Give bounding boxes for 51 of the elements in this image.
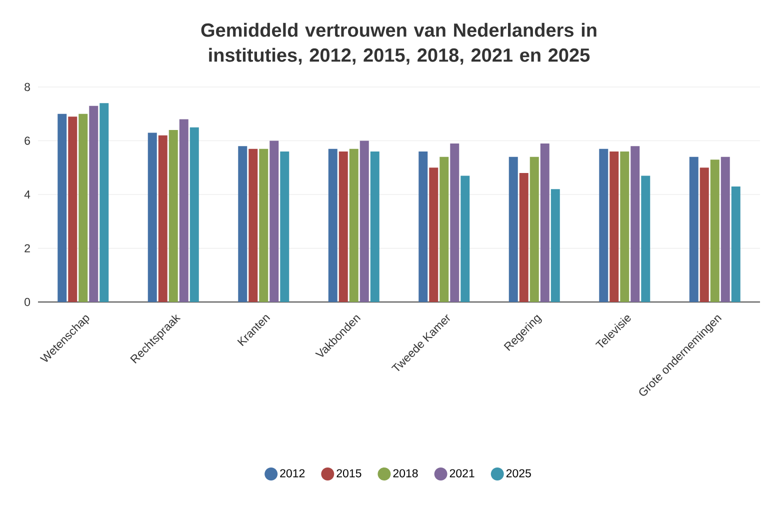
y-tick-label: 4 (24, 190, 30, 198)
bar (68, 116, 78, 302)
bar (168, 130, 178, 302)
bar (440, 156, 449, 302)
y-tick-label: 6 (24, 136, 30, 145)
chart-title: Gemiddeld vertrouwen van Nederlanders in instituties, 2012, 2015, 2018, 2021 en 2025 (201, 22, 596, 65)
bar (450, 143, 460, 302)
y-tick-label: 8 (24, 82, 30, 92)
bar (328, 148, 338, 302)
bar (338, 152, 348, 302)
bar (540, 143, 550, 302)
bar (259, 148, 268, 302)
bar (179, 119, 188, 302)
y-tick-label: 0 (24, 298, 30, 306)
legend-label: 2012 (280, 469, 305, 478)
bar (620, 152, 630, 302)
bar (508, 156, 518, 302)
bar (429, 168, 438, 302)
bar (630, 146, 640, 302)
bar (360, 140, 369, 302)
bar (89, 106, 98, 302)
bar (370, 152, 380, 302)
bar (720, 156, 730, 302)
bar (731, 186, 740, 302)
bar (270, 140, 279, 302)
bar (238, 146, 248, 302)
bar (58, 114, 67, 302)
bar (248, 148, 258, 302)
y-tick-label: 2 (24, 244, 30, 252)
bar (148, 132, 157, 302)
bar (700, 168, 709, 302)
bar (418, 152, 428, 302)
bar (550, 189, 560, 302)
bar (599, 148, 608, 302)
bar (519, 173, 528, 302)
bar (641, 176, 650, 302)
bar (530, 156, 539, 302)
bar (78, 114, 88, 302)
bar (710, 160, 720, 302)
bar (100, 103, 109, 302)
bar (158, 135, 168, 302)
bar (349, 148, 358, 302)
bar (280, 152, 290, 302)
bar (689, 156, 698, 302)
legend-label: 2015 (336, 469, 362, 478)
bar (460, 176, 470, 302)
legend-label: 2021 (450, 469, 474, 478)
bar (610, 152, 619, 302)
bar (190, 127, 199, 302)
legend-label: 2025 (506, 469, 531, 478)
legend-label: 2018 (393, 469, 418, 478)
